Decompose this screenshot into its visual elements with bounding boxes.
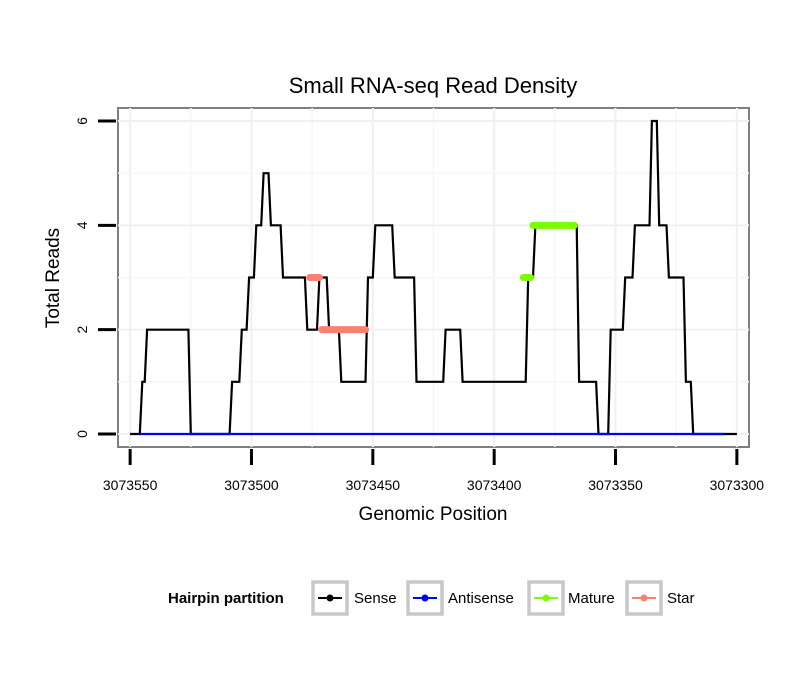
legend-item-star: Star — [625, 580, 695, 616]
legend-label: Antisense — [448, 590, 514, 607]
x-tick-label: 3073500 — [224, 477, 279, 493]
y-tick-label: 0 — [74, 430, 90, 438]
y-tick-label: 6 — [74, 117, 90, 125]
x-tick-label: 3073450 — [346, 477, 401, 493]
legend-title: Hairpin partition — [168, 590, 284, 607]
y-tick-label: 2 — [74, 326, 90, 334]
legend-key-point — [542, 594, 550, 602]
legend-key-point — [640, 594, 648, 602]
y-axis-title: Total Reads — [43, 228, 64, 328]
legend: Hairpin partition Sense Antisense Mature St… — [168, 580, 695, 616]
x-tick-label: 3073300 — [710, 477, 765, 493]
legend-label: Mature — [568, 590, 615, 607]
x-tick-label: 3073350 — [588, 477, 643, 493]
legend-item-sense: Sense — [311, 580, 397, 616]
legend-key-point — [326, 594, 334, 602]
series-line-sense — [130, 119, 737, 436]
legend-label: Sense — [354, 590, 397, 607]
y-tick-label: 4 — [74, 221, 90, 229]
x-tick-label: 3073400 — [467, 477, 522, 493]
x-axis-title: Genomic Position — [359, 504, 508, 525]
legend-key-point — [421, 594, 429, 602]
legend-item-antisense: Antisense — [406, 580, 514, 616]
legend-label: Star — [667, 590, 695, 607]
legend-item-mature: Mature — [527, 580, 615, 616]
series-layer — [130, 119, 737, 436]
y-axis: 0 2 4 6 — [74, 117, 116, 438]
x-axis: 3073550 3073500 3073450 3073400 3073350 30733… — [103, 449, 764, 493]
x-tick-label: 3073550 — [103, 477, 158, 493]
chart-title: Small RNA-seq Read Density — [289, 73, 578, 98]
